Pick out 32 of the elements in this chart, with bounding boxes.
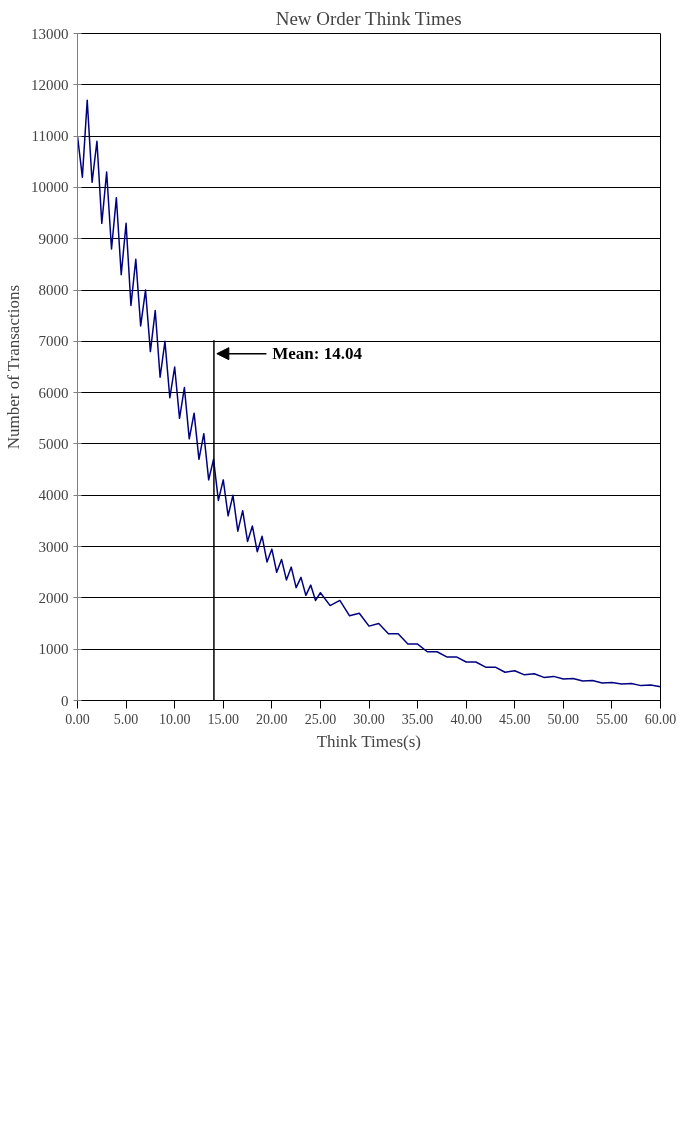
- y-tick-label: 1000: [38, 641, 69, 658]
- x-tick-label: 50.00: [547, 711, 580, 727]
- y-tick-label: 10000: [31, 179, 69, 196]
- y-tick-label: 9000: [38, 230, 69, 247]
- y-axis-title: Number of Transactions: [4, 284, 23, 450]
- y-tick-label: 3000: [38, 538, 69, 555]
- x-tick-label: 40.00: [450, 711, 482, 727]
- x-tick-label: 0.00: [65, 711, 90, 727]
- y-tick-label: 12000: [31, 76, 69, 93]
- x-tick-label: 30.00: [353, 711, 385, 727]
- y-tick-label: 8000: [38, 282, 69, 299]
- y-tick-label: 5000: [38, 435, 69, 452]
- y-tick-label: 0: [61, 692, 69, 709]
- y-tick-label: 13000: [31, 25, 69, 42]
- y-tick-label: 6000: [38, 384, 69, 401]
- x-tick-label: 20.00: [256, 711, 288, 727]
- x-tick-label: 60.00: [644, 711, 677, 727]
- x-axis-title: Think Times(s): [316, 731, 422, 751]
- chart-title: New Order Think Times: [275, 7, 462, 29]
- y-tick-label: 4000: [38, 487, 69, 504]
- y-tick-label: 11000: [31, 128, 69, 145]
- x-tick-label: 15.00: [207, 711, 239, 727]
- x-tick-label: 5.00: [113, 711, 139, 727]
- ref-line-label: Mean: 14.04: [272, 344, 363, 364]
- x-tick-label: 35.00: [401, 711, 434, 727]
- x-tick-label: 45.00: [499, 711, 531, 727]
- x-tick-label: 55.00: [596, 711, 628, 727]
- y-tick-label: 2000: [38, 589, 69, 606]
- line-series: [77, 99, 661, 688]
- x-tick-label: 25.00: [304, 711, 337, 727]
- x-tick-label: 10.00: [158, 711, 191, 727]
- y-tick-label: 7000: [38, 333, 69, 350]
